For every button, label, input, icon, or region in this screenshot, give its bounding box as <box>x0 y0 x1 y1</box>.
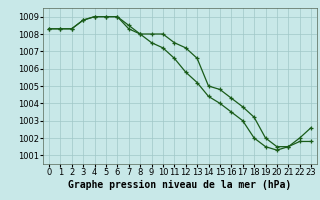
X-axis label: Graphe pression niveau de la mer (hPa): Graphe pression niveau de la mer (hPa) <box>68 180 292 190</box>
